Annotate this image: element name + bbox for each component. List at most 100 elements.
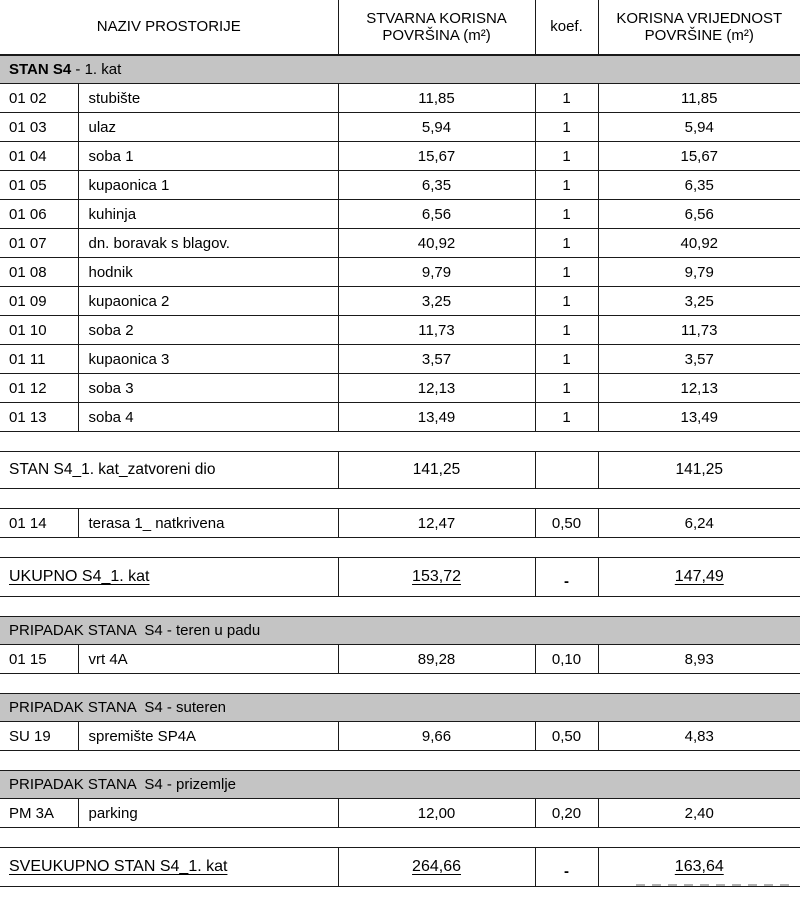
- grand-total-label: SVEUKUPNO STAN S4_1. kat: [0, 847, 339, 887]
- row-area: 89,28: [338, 644, 536, 674]
- table-row: SU 19 spremište SP4A 9,66 0,50 4,83: [0, 721, 800, 751]
- table-row: PM 3A parking 12,00 0,20 2,40: [0, 798, 800, 828]
- row-koef: 0,50: [535, 508, 599, 538]
- row-area: 12,00: [338, 798, 536, 828]
- row-koef: 0,10: [535, 644, 599, 674]
- column-header-korisna-vrijednost-line1: KORISNA VRIJEDNOST: [616, 9, 783, 27]
- row-area: 40,92: [338, 228, 536, 258]
- grand-total-area-text: 264,66: [412, 858, 461, 875]
- row-name: kupaonica 3: [78, 344, 339, 374]
- row-name: spremište SP4A: [78, 721, 339, 751]
- column-header-stvarna-povrsina-line2: POVRŠINA (m²): [382, 27, 491, 44]
- row-area: 5,94: [338, 112, 536, 142]
- row-area: 13,49: [338, 402, 536, 432]
- row-name: kupaonica 1: [78, 170, 339, 200]
- grand-total-value: 163,64: [598, 847, 800, 887]
- table-row: 01 07 dn. boravak s blagov. 40,92 1 40,9…: [0, 228, 800, 258]
- subtotal-label: STAN S4_1. kat_zatvoreni dio: [0, 451, 339, 489]
- row-koef: 1: [535, 257, 599, 287]
- total-koef-text: -: [564, 573, 570, 590]
- column-header-naziv-prostorije: NAZIV PROSTORIJE: [0, 0, 339, 56]
- row-area: 6,35: [338, 170, 536, 200]
- table-row: 01 10 soba 2 11,73 1 11,73: [0, 315, 800, 345]
- subtotal-row-zatvoreni-dio: STAN S4_1. kat_zatvoreni dio 141,25 141,…: [0, 451, 800, 489]
- row-value: 11,73: [598, 315, 800, 345]
- section-band-stan-s4: STAN S4 - 1. kat: [0, 54, 800, 84]
- row-koef: 1: [535, 286, 599, 316]
- table-row-terasa: 01 14 terasa 1_ natkrivena 12,47 0,50 6,…: [0, 508, 800, 538]
- spacer-row: [0, 596, 800, 617]
- section-band-pripadak-teren: PRIPADAK STANA S4 - teren u padu: [0, 616, 800, 645]
- row-koef: 1: [535, 228, 599, 258]
- spacer-row: [0, 431, 800, 452]
- row-name: soba 2: [78, 315, 339, 345]
- row-area: 3,25: [338, 286, 536, 316]
- table-header-row: NAZIV PROSTORIJE STVARNA KORISNA POVRŠIN…: [0, 0, 800, 56]
- total-label: UKUPNO S4_1. kat: [0, 557, 339, 597]
- spacer-row: [0, 750, 800, 771]
- row-area: 9,66: [338, 721, 536, 751]
- table-row: 01 06 kuhinja 6,56 1 6,56: [0, 199, 800, 229]
- table-row: 01 15 vrt 4A 89,28 0,10 8,93: [0, 644, 800, 674]
- row-koef: 1: [535, 141, 599, 171]
- row-name: soba 1: [78, 141, 339, 171]
- row-code: 01 09: [0, 286, 79, 316]
- row-value: 6,35: [598, 170, 800, 200]
- row-code: 01 06: [0, 199, 79, 229]
- row-value: 6,24: [598, 508, 800, 538]
- section-band-label-strong: STAN S4: [9, 61, 72, 78]
- row-area: 12,13: [338, 373, 536, 403]
- row-name: vrt 4A: [78, 644, 339, 674]
- row-name: ulaz: [78, 112, 339, 142]
- row-area: 6,56: [338, 199, 536, 229]
- row-name: terasa 1_ natkrivena: [78, 508, 339, 538]
- spacer-cell: [0, 673, 800, 694]
- row-koef: 1: [535, 199, 599, 229]
- row-code: 01 10: [0, 315, 79, 345]
- row-code: SU 19: [0, 721, 79, 751]
- row-area: 11,85: [338, 83, 536, 113]
- column-header-korisna-vrijednost: KORISNA VRIJEDNOST POVRŠINE (m²): [597, 0, 800, 56]
- total-value: 147,49: [598, 557, 800, 597]
- table-row: 01 03 ulaz 5,94 1 5,94: [0, 112, 800, 142]
- total-area-text: 153,72: [412, 568, 461, 585]
- table-row: 01 08 hodnik 9,79 1 9,79: [0, 257, 800, 287]
- row-value: 3,57: [598, 344, 800, 374]
- spacer-cell: [0, 537, 800, 558]
- row-value: 15,67: [598, 141, 800, 171]
- table-row: 01 11 kupaonica 3 3,57 1 3,57: [0, 344, 800, 374]
- spacer-cell: [0, 488, 800, 509]
- column-header-koef: koef.: [534, 0, 599, 56]
- row-code: 01 11: [0, 344, 79, 374]
- row-value: 9,79: [598, 257, 800, 287]
- spacer-cell: [0, 431, 800, 452]
- row-name: kuhinja: [78, 199, 339, 229]
- row-code: 01 14: [0, 508, 79, 538]
- row-code: 01 13: [0, 402, 79, 432]
- row-code: 01 02: [0, 83, 79, 113]
- row-value: 2,40: [598, 798, 800, 828]
- row-name: stubište: [78, 83, 339, 113]
- row-code: 01 03: [0, 112, 79, 142]
- section-band-pripadak-suteren: PRIPADAK STANA S4 - suteren: [0, 693, 800, 722]
- row-code: 01 15: [0, 644, 79, 674]
- row-code: 01 08: [0, 257, 79, 287]
- row-code: 01 07: [0, 228, 79, 258]
- section-band-label: STAN S4 - 1. kat: [0, 54, 800, 84]
- grand-total-label-text: SVEUKUPNO STAN S4_1. kat: [9, 858, 228, 875]
- row-koef: 0,50: [535, 721, 599, 751]
- total-value-text: 147,49: [674, 568, 724, 585]
- row-area: 11,73: [338, 315, 536, 345]
- column-header-stvarna-povrsina-line1: STVARNA KORISNA: [366, 9, 507, 27]
- spacer-row: [0, 673, 800, 694]
- spacer-row: [0, 537, 800, 558]
- table-row: 01 13 soba 4 13,49 1 13,49: [0, 402, 800, 432]
- row-koef: 1: [535, 83, 599, 113]
- subtotal-koef: [535, 451, 599, 489]
- spacer-row: [0, 488, 800, 509]
- column-header-korisna-vrijednost-line2: POVRŠINE (m²): [644, 27, 754, 44]
- spacer-row: [0, 827, 800, 848]
- row-code: 01 12: [0, 373, 79, 403]
- row-name: soba 3: [78, 373, 339, 403]
